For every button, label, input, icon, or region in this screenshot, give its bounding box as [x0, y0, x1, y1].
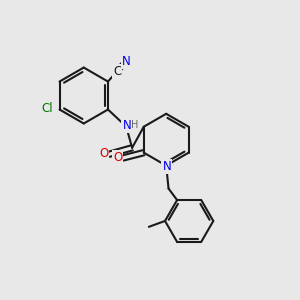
Text: N: N — [162, 160, 171, 173]
Text: O: O — [99, 147, 109, 160]
Text: Cl: Cl — [41, 101, 53, 115]
Text: O: O — [113, 151, 122, 164]
Text: N: N — [122, 55, 130, 68]
Text: C: C — [113, 65, 121, 78]
Text: H: H — [131, 120, 139, 130]
Text: N: N — [122, 119, 131, 132]
